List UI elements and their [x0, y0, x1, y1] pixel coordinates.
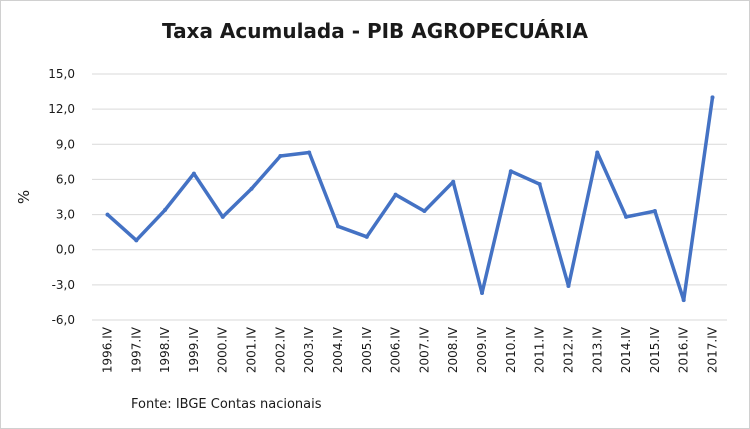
- x-tick-label: 2013.IV: [590, 326, 604, 373]
- data-point: [220, 214, 225, 219]
- x-tick-label: 2010.IV: [504, 326, 518, 373]
- x-tick-label: 2007.IV: [417, 326, 431, 373]
- data-point: [480, 291, 485, 296]
- x-tick-label: 2014.IV: [619, 326, 633, 373]
- data-point: [105, 212, 110, 217]
- x-tick-label: 1999.IV: [187, 326, 201, 373]
- x-tick-label: 2005.IV: [360, 326, 374, 373]
- y-tick-label: 6,0: [56, 172, 75, 186]
- y-axis-label: %: [15, 190, 33, 204]
- x-tick-label: 2012.IV: [561, 326, 575, 373]
- y-tick-label: 15,0: [48, 67, 75, 81]
- data-point: [393, 192, 398, 197]
- x-tick-label: 2006.IV: [389, 326, 403, 373]
- x-tick-label: 2009.IV: [475, 326, 489, 373]
- data-point: [335, 224, 340, 229]
- y-tick-label: 0,0: [56, 243, 75, 257]
- series: [105, 95, 715, 303]
- x-tick-label: 2000.IV: [216, 326, 230, 373]
- data-point: [624, 214, 629, 219]
- x-tick-label: 2001.IV: [245, 326, 259, 373]
- data-point: [191, 171, 196, 176]
- y-tick-label: -3,0: [52, 278, 75, 292]
- data-point: [278, 154, 283, 158]
- x-tick-label: 1996.IV: [101, 326, 115, 373]
- data-point: [595, 150, 600, 155]
- data-point: [681, 298, 686, 303]
- y-tick-label: 9,0: [56, 137, 75, 151]
- data-point: [652, 209, 657, 214]
- x-tick-label: 2003.IV: [302, 326, 316, 373]
- x-tick-label: 2008.IV: [446, 326, 460, 373]
- data-point: [249, 186, 254, 191]
- y-axis-ticks: 15,0 12,0 9,0 6,0 3,0 0,0 -3,0 -6,0: [48, 67, 75, 327]
- x-axis-ticks: 1996.IV 1997.IV 1998.IV 1999.IV 2000.IV 2001.…: [101, 326, 720, 373]
- data-point: [163, 207, 168, 212]
- data-point: [451, 179, 456, 184]
- data-point: [134, 238, 139, 243]
- data-point: [307, 150, 312, 155]
- source-note: Fonte: IBGE Contas nacionais: [131, 397, 322, 412]
- data-point: [364, 234, 369, 239]
- series-line: [105, 95, 715, 302]
- data-point: [422, 209, 427, 214]
- y-tick-label: 12,0: [48, 102, 75, 116]
- x-tick-label: 2004.IV: [331, 326, 345, 373]
- y-tick-label: 3,0: [56, 208, 75, 222]
- data-point: [710, 95, 715, 100]
- x-tick-label: 1997.IV: [129, 326, 143, 373]
- chart-title: Taxa Acumulada - PIB AGROPECUÁRIA: [162, 19, 588, 43]
- data-point: [537, 182, 542, 187]
- x-tick-label: 2015.IV: [648, 326, 662, 373]
- x-tick-label: 2017.IV: [706, 326, 720, 373]
- x-tick-label: 2002.IV: [273, 326, 287, 373]
- gridlines: [92, 73, 727, 321]
- x-tick-label: 2011.IV: [533, 326, 547, 373]
- x-tick-label: 1998.IV: [158, 326, 172, 373]
- x-tick-label: 2016.IV: [677, 326, 691, 373]
- data-point: [508, 169, 513, 174]
- y-tick-label: -6,0: [52, 313, 75, 327]
- data-point: [566, 284, 571, 289]
